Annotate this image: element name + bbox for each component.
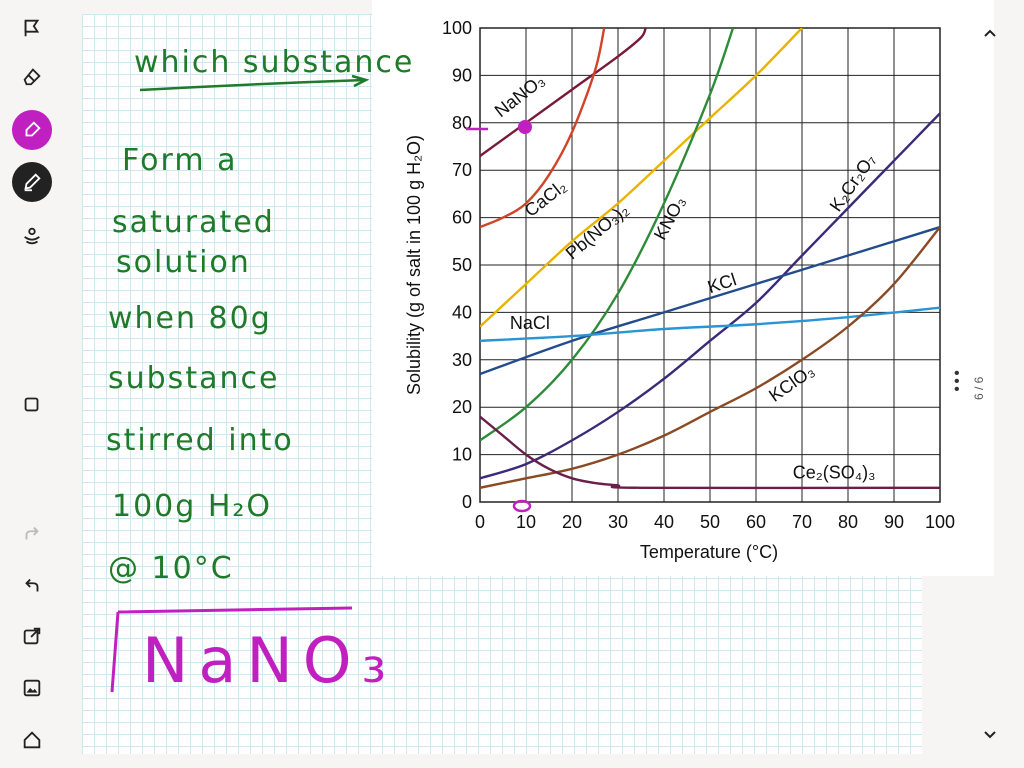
chart-series bbox=[480, 28, 940, 490]
series-line bbox=[480, 28, 803, 328]
shape-icon[interactable] bbox=[12, 384, 52, 424]
chart-grid bbox=[479, 27, 941, 503]
y-tick-label: 100 bbox=[442, 18, 472, 38]
pen-icon[interactable] bbox=[12, 162, 52, 202]
home-icon[interactable] bbox=[12, 720, 52, 760]
series-line bbox=[480, 225, 940, 376]
y-tick-label: 80 bbox=[452, 113, 472, 133]
tool-sidebar bbox=[0, 0, 64, 768]
solubility-figure: 0 10 20 30 40 50 60 70 80 90 100 0 10 20 30 40 50 60 70 80 9… bbox=[372, 0, 994, 576]
y-tick-label: 50 bbox=[452, 255, 472, 275]
export-icon[interactable] bbox=[12, 616, 52, 656]
y-tick-label: 40 bbox=[452, 302, 472, 322]
redo-icon[interactable] bbox=[12, 514, 52, 554]
lasso-icon[interactable] bbox=[12, 216, 52, 256]
x-tick-label: 60 bbox=[746, 512, 766, 532]
x-tick-label: 10 bbox=[516, 512, 536, 532]
scroll-up-icon[interactable] bbox=[978, 22, 1002, 46]
solubility-chart: 0 10 20 30 40 50 60 70 80 90 100 0 10 20 30 40 50 60 70 80 9… bbox=[404, 18, 955, 562]
series-line bbox=[480, 28, 606, 229]
series-line bbox=[480, 28, 735, 442]
y-tick-label: 70 bbox=[452, 160, 472, 180]
series-line bbox=[480, 415, 940, 490]
y-tick-label: 60 bbox=[452, 208, 472, 228]
plot-frame bbox=[479, 27, 941, 503]
x-tick-label: 50 bbox=[700, 512, 720, 532]
series-label: CaCl₂ bbox=[521, 176, 570, 221]
undo-icon[interactable] bbox=[12, 566, 52, 606]
series-line bbox=[480, 306, 940, 343]
series-label: NaCl bbox=[510, 313, 550, 333]
scroll-down-icon[interactable] bbox=[978, 722, 1002, 746]
y-tick-label: 30 bbox=[452, 350, 472, 370]
series-label: Ce₂(SO₄)₃ bbox=[793, 462, 876, 482]
x-axis-title: Temperature (°C) bbox=[640, 542, 778, 562]
x-tick-label: 90 bbox=[884, 512, 904, 532]
series-line bbox=[480, 28, 647, 157]
image-icon[interactable] bbox=[12, 668, 52, 708]
x-tick-label: 30 bbox=[608, 512, 628, 532]
y-axis-title: Solubility (g of salt in 100 g H₂O) bbox=[404, 135, 424, 395]
page-menu-icon[interactable]: • • • bbox=[954, 365, 960, 398]
x-tick-label: 80 bbox=[838, 512, 858, 532]
highlighter-icon[interactable] bbox=[12, 110, 52, 150]
x-tick-label: 40 bbox=[654, 512, 674, 532]
x-tick-label: 0 bbox=[475, 512, 485, 532]
x-tick-label: 20 bbox=[562, 512, 582, 532]
series-line bbox=[480, 226, 940, 489]
y-tick-label: 0 bbox=[462, 492, 472, 512]
pointer-icon[interactable] bbox=[12, 8, 52, 48]
y-tick-label: 90 bbox=[452, 65, 472, 85]
x-tick-label: 100 bbox=[925, 512, 955, 532]
y-tick-label: 10 bbox=[452, 445, 472, 465]
eraser-icon[interactable] bbox=[12, 56, 52, 96]
page-indicator: 6 / 6 bbox=[972, 376, 986, 400]
chart-ticks: 0 10 20 30 40 50 60 70 80 90 100 0 10 20 30 40 50 60 70 80 9… bbox=[442, 18, 955, 532]
y-tick-label: 20 bbox=[452, 397, 472, 417]
series-line bbox=[480, 112, 940, 480]
x-tick-label: 70 bbox=[792, 512, 812, 532]
